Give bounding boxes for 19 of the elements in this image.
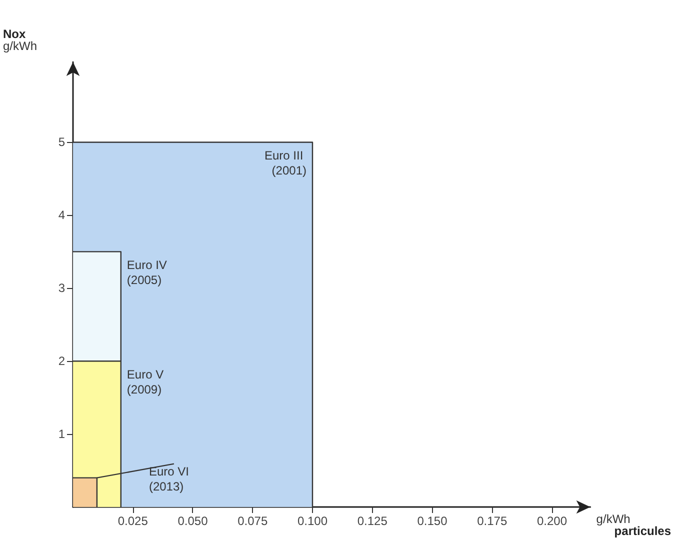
series-label: Euro III (2001) xyxy=(264,148,306,178)
y-tick-label: 1 xyxy=(58,427,66,442)
series-label: Euro IV (2005) xyxy=(126,258,170,288)
series-label: Euro V (2009) xyxy=(126,368,167,397)
x-axis-title: g/kWh particules xyxy=(596,512,672,538)
y-axis-title: Nox g/kWh xyxy=(3,27,38,53)
x-tick-label: 0.175 xyxy=(477,514,508,528)
x-tick-label: 0.050 xyxy=(178,514,208,528)
x-tick-label: 0.075 xyxy=(238,514,268,528)
x-tick-label: 0.100 xyxy=(297,514,328,528)
x-tick-label: 0.125 xyxy=(357,514,388,528)
x-tick-label: 0.150 xyxy=(417,514,448,528)
x-tick-label: 0.200 xyxy=(536,514,568,528)
y-tick-label: 4 xyxy=(58,208,66,222)
x-tick-label: 0.025 xyxy=(118,514,148,528)
text: Euro VI (2013) xyxy=(148,464,192,494)
y-tick-label: 5 xyxy=(58,135,66,150)
y-tick-label: 2 xyxy=(58,354,66,368)
y-tick-label: 3 xyxy=(58,281,66,296)
